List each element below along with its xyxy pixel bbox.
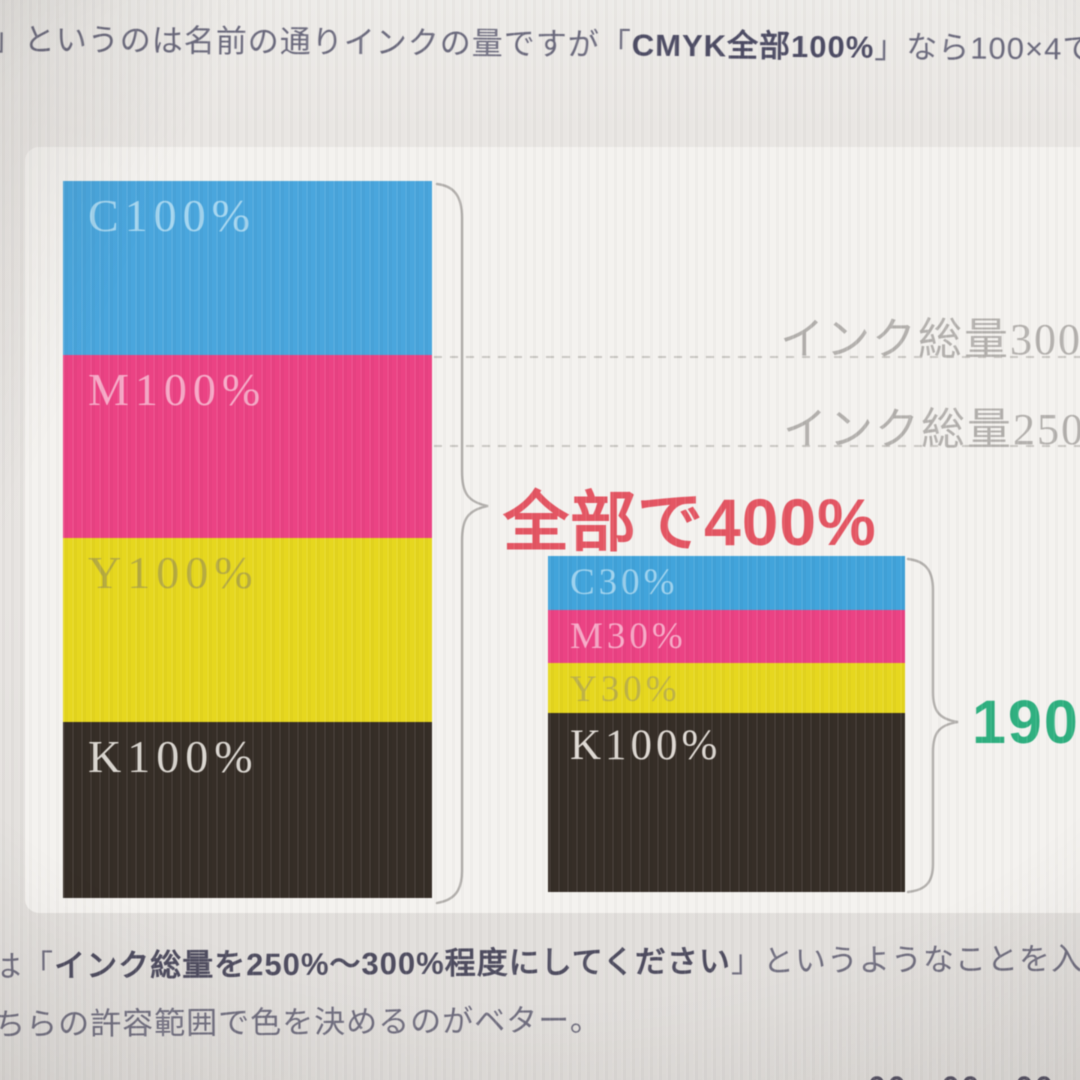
large-ink-stack: C100% M100% Y100% K100%: [63, 181, 432, 898]
top-paragraph: 」というのは名前の通りインクの量ですが「CMYK全部100%」なら100×4で「…: [0, 14, 1080, 69]
top-text-bold: CMYK全部100%: [631, 27, 875, 65]
ink-segment-label: M100%: [88, 364, 267, 415]
ink-segment-label: K100%: [570, 722, 722, 769]
top-text-part3: 」なら100×4で: [874, 29, 1080, 67]
diagram-card: インク総量300 インク総量250 C100% M100% Y100% K100…: [25, 147, 1080, 913]
bottom-text-part1: は「: [0, 948, 55, 984]
ink-segment-y100: Y100%: [63, 538, 432, 722]
ink-segment-c30: C30%: [548, 556, 905, 610]
ink-segment-m30: M30%: [548, 610, 905, 663]
threshold-label-250: インク総量250: [783, 405, 1080, 454]
bottom-paragraph-2: ちらの許容範囲で色を決めるのがベター。: [0, 1002, 602, 1042]
threshold-line-250: [434, 445, 1080, 447]
threshold-line-300: [434, 356, 1080, 358]
ink-segment-label: K100%: [88, 731, 259, 782]
ink-segment-k100: K100%: [63, 722, 432, 898]
ink-segment-m100: M100%: [63, 355, 432, 538]
ink-segment-c100: C100%: [63, 181, 432, 355]
ink-segment-k100-small: K100%: [548, 713, 905, 892]
ink-segment-label: C100%: [88, 190, 256, 241]
total-400-label: 全部で400%: [503, 485, 877, 559]
threshold-label-300: インク総量300: [780, 315, 1080, 364]
ink-segment-label: Y100%: [88, 547, 259, 598]
bottom-clipped-fragment: 00、00、00: [868, 1063, 1055, 1080]
curly-brace-large: [435, 182, 489, 905]
bottom-paragraph-1: は「インク総量を250%〜300%程度にしてください」というようなことを入稿規定: [0, 933, 1080, 986]
bottom-text-part3: 」というようなことを入稿規定: [730, 940, 1080, 979]
total-190-label: 190%: [972, 688, 1080, 756]
top-text-part1: 」というのは名前の通りインクの量ですが「: [0, 21, 632, 63]
ink-segment-y30: Y30%: [548, 663, 905, 713]
bottom-text-bold: インク総量を250%〜300%程度にしてください: [54, 943, 732, 984]
small-ink-stack: C30% M30% Y30% K100%: [548, 556, 905, 892]
ink-segment-label: Y30%: [570, 669, 681, 710]
ink-segment-label: M30%: [570, 616, 687, 657]
ink-segment-label: C30%: [570, 562, 679, 603]
curly-brace-small: [906, 557, 959, 894]
